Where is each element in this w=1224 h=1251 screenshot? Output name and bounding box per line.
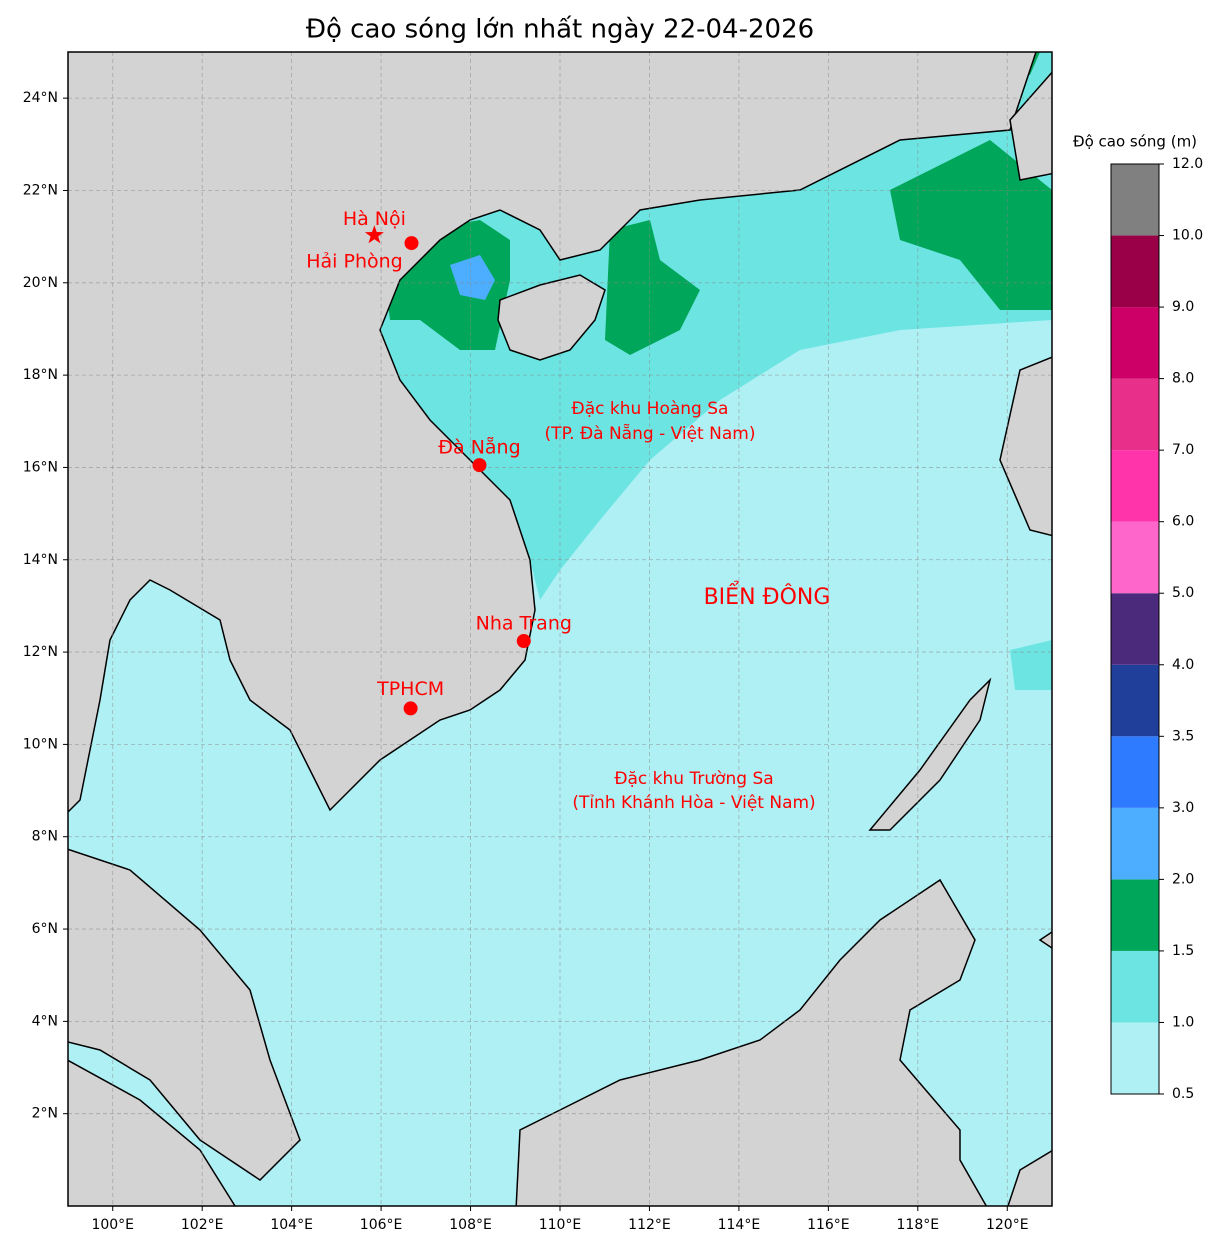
places: Hà Nội Hải Phòng Đà Nẵng Nha Trang TPHCM [306, 208, 572, 716]
land-mainland [68, 52, 1037, 814]
x-tick-label: 106°E [360, 1217, 403, 1233]
colorbar-tick-label: 4.0 [1172, 657, 1194, 673]
x-tick-label: 118°E [897, 1217, 940, 1233]
land-palawan [868, 677, 992, 831]
y-tick-label: 24°N [23, 90, 58, 106]
map-title: Độ cao sóng lớn nhất ngày 22-04-2026 [306, 15, 814, 45]
colorbar-segment [1111, 450, 1159, 522]
land-luzon [999, 356, 1052, 537]
y-tick-label: 10°N [23, 736, 58, 752]
colorbar-tick-label: 1.0 [1172, 1014, 1194, 1030]
colorbar-label: Độ cao sóng (m) [1073, 133, 1197, 151]
y-tick-label: 22°N [23, 182, 58, 198]
colorbar-segment [1111, 664, 1159, 737]
x-tick-label: 114°E [718, 1217, 761, 1233]
land-borneo [515, 878, 988, 1206]
city-label: Nha Trang [476, 613, 572, 635]
colorbar-tick-label: 3.5 [1172, 728, 1194, 744]
annotation: (Tỉnh Khánh Hòa - Việt Nam) [572, 793, 815, 813]
y-tick-label: 20°N [23, 275, 58, 291]
colorbar-tick-label: 0.5 [1172, 1086, 1194, 1102]
colorbar-tick-label: 6.0 [1172, 514, 1194, 530]
colorbar: 0.5 1.0 1.5 2.0 3.0 3.5 4.0 5.0 6.0 7.0 8.0 9.0 10.0… [1110, 156, 1203, 1102]
colorbar-segment [1111, 736, 1159, 808]
land-malay [68, 848, 301, 1181]
wave-zone [605, 220, 700, 355]
annotation: BIỂN ĐÔNG [704, 582, 831, 610]
wave-zone [890, 140, 1052, 310]
city-marker [364, 225, 384, 244]
axes: 100°E 102°E 104°E 106°E 108°E 110°E 112°E 114°E… [23, 90, 1029, 1233]
colorbar-segment [1111, 950, 1159, 1023]
city-label: Đà Nẵng [438, 436, 520, 459]
annotation: Đặc khu Hoàng Sa [572, 399, 729, 419]
colorbar-tick-label: 10.0 [1172, 228, 1203, 244]
wave-zone [370, 52, 1052, 600]
x-tick-label: 120°E [986, 1217, 1029, 1233]
colorbar-segment [1111, 879, 1159, 951]
colorbar-segment [1111, 378, 1159, 451]
city-marker [403, 701, 418, 716]
x-tick-label: 102°E [181, 1217, 224, 1233]
city-marker [472, 458, 487, 473]
city-marker [404, 236, 419, 251]
colorbar-segment [1111, 521, 1159, 594]
colorbar-tick-label: 9.0 [1172, 299, 1194, 315]
city-label: TPHCM [376, 678, 444, 700]
y-tick-label: 14°N [23, 552, 58, 568]
y-tick-label: 4°N [32, 1013, 58, 1029]
colorbar-frame [1110, 163, 1160, 1095]
land-taiwan [1009, 71, 1052, 181]
city-label: Hà Nội [343, 208, 406, 230]
annotation: (TP. Đà Nẵng - Việt Nam) [545, 423, 756, 444]
colorbar-tick-label: 1.5 [1172, 943, 1194, 959]
map-area [68, 52, 1052, 1206]
colorbar-segment [1111, 235, 1159, 308]
annotation: Đặc khu Trường Sa [614, 769, 773, 789]
y-tick-label: 12°N [23, 644, 58, 660]
wave-zone [450, 255, 495, 300]
colorbar-tick-label: 12.0 [1172, 156, 1203, 172]
x-tick-label: 116°E [807, 1217, 850, 1233]
colorbar-segment [1111, 1022, 1159, 1094]
x-tick-label: 104°E [270, 1217, 313, 1233]
x-tick-label: 110°E [539, 1217, 582, 1233]
colorbar-tick-label: 2.0 [1172, 871, 1194, 887]
land-borneo-east [1007, 1149, 1052, 1206]
colorbar-tick-label: 8.0 [1172, 371, 1194, 387]
land-sumatra [68, 1059, 236, 1206]
x-tick-label: 100°E [91, 1217, 134, 1233]
city-marker [516, 634, 531, 649]
colorbar-tick-label: 7.0 [1172, 442, 1194, 458]
colorbar-segment [1111, 164, 1159, 236]
y-tick-label: 6°N [32, 921, 58, 937]
colorbar-segment [1111, 593, 1159, 665]
y-tick-label: 8°N [32, 829, 58, 845]
land-mindanao [1038, 931, 1052, 949]
colorbar-tick-label: 5.0 [1172, 585, 1194, 601]
x-tick-label: 108°E [449, 1217, 492, 1233]
grid [68, 52, 1052, 1206]
y-tick-label: 16°N [23, 459, 58, 475]
colorbar-tick-label: 3.0 [1172, 800, 1194, 816]
y-tick-label: 2°N [32, 1106, 58, 1122]
x-tick-label: 112°E [628, 1217, 671, 1233]
y-tick-label: 18°N [23, 367, 58, 383]
city-label: Hải Phòng [306, 251, 402, 273]
colorbar-segment [1111, 307, 1159, 379]
colorbar-segment [1111, 807, 1159, 880]
wave-zone [1010, 640, 1052, 690]
